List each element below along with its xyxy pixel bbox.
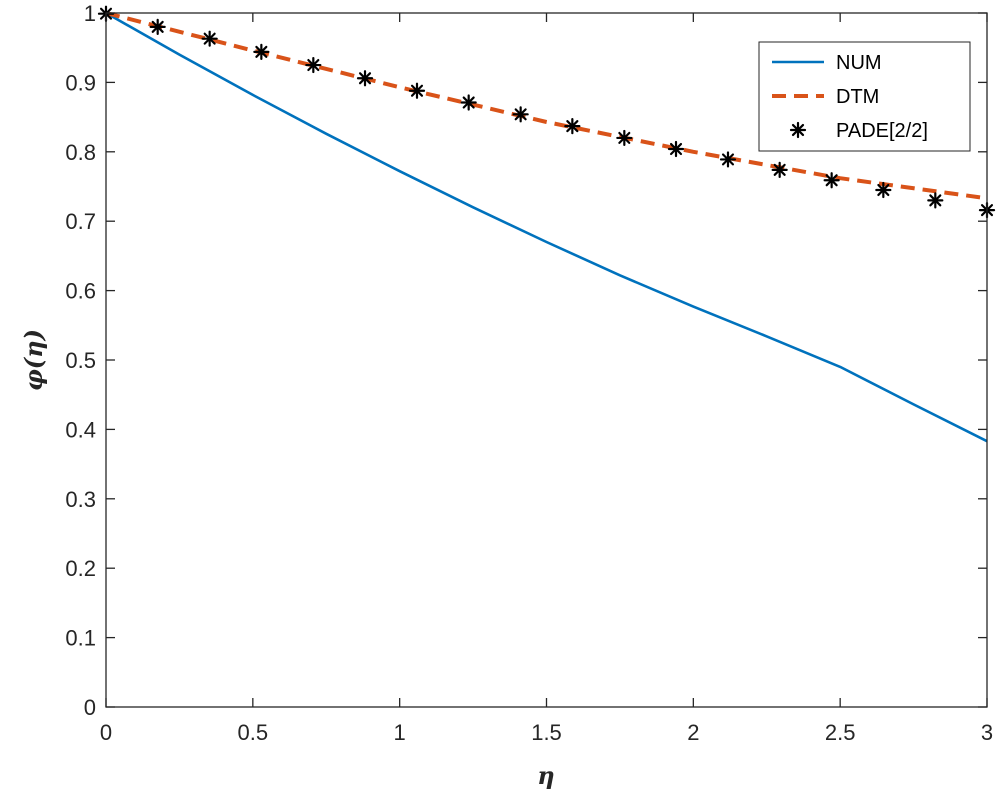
pade-marker — [875, 181, 892, 199]
x-tick-label: 0 — [100, 720, 112, 745]
y-tick-label: 0.3 — [65, 487, 96, 512]
pade-marker — [305, 56, 322, 74]
y-tick-label: 1 — [84, 1, 96, 26]
y-tick-label: 0.9 — [65, 70, 96, 95]
pade-marker — [771, 161, 788, 178]
pade-marker — [201, 30, 218, 47]
series-layer — [97, 5, 996, 443]
pade-marker — [823, 172, 840, 189]
pade-marker — [460, 94, 477, 111]
x-axis-title: η — [537, 761, 554, 790]
tick-layer: 0 0.5 1 1.5 2 2.5 3 0 0.1 0.2 0.3 0.4 0.5 0.6 0.7 0.8 0.… — [65, 1, 993, 745]
legend-num-label: NUM — [836, 52, 882, 74]
y-tick-label: 0.1 — [65, 626, 96, 651]
y-tick-label: 0.4 — [65, 417, 96, 442]
y-tick-label: 0.7 — [65, 209, 96, 234]
series-dtm-line — [105, 11, 988, 201]
pade-marker — [564, 118, 581, 135]
x-tick-label: 3 — [981, 720, 993, 745]
x-tick-label: 1 — [394, 720, 406, 745]
pade-marker — [719, 151, 737, 168]
pade-marker — [356, 70, 374, 87]
y-tick-label: 0.5 — [65, 348, 96, 373]
legend-pade-2-2--marker — [789, 121, 807, 139]
pade-marker — [927, 192, 944, 209]
legend: NUM DTM PADE[2/2] — [758, 41, 971, 152]
legend-dtm-label: DTM — [836, 86, 879, 108]
pade-marker — [149, 18, 166, 35]
pade-marker — [512, 106, 529, 123]
pade-marker — [408, 82, 426, 99]
x-tick-label: 2 — [687, 720, 699, 745]
pade-marker — [667, 140, 685, 158]
x-tick-label: 0.5 — [238, 720, 269, 745]
y-tick-label: 0.8 — [65, 140, 96, 165]
legend-pade-2-2--label: PADE[2/2] — [836, 120, 928, 142]
y-tick-label: 0.2 — [65, 556, 96, 581]
series-num-line — [105, 11, 988, 443]
y-axis-title: φ(η) — [19, 329, 48, 391]
x-tick-label: 2.5 — [825, 720, 856, 745]
y-tick-label: 0 — [84, 695, 96, 720]
y-tick-label: 0.6 — [65, 279, 96, 304]
pade-marker — [616, 129, 633, 147]
pade-marker — [253, 43, 270, 60]
x-tick-label: 1.5 — [531, 720, 562, 745]
